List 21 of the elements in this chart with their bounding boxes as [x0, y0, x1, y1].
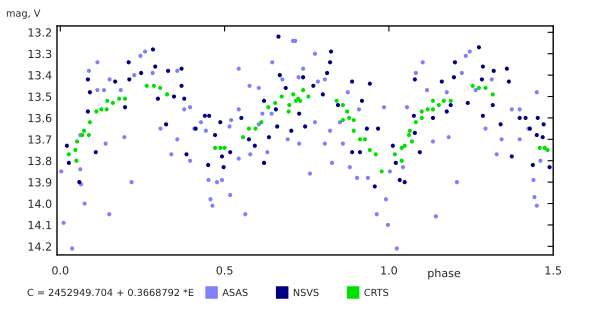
- x-tick-label: 1.0: [381, 266, 397, 275]
- y-axis-title: mag, V: [6, 10, 40, 19]
- y-tick-label: 13.8: [28, 156, 52, 166]
- y-tick-label: 13.5: [28, 92, 52, 101]
- y-tick-label: 13.9: [28, 178, 52, 187]
- legend-label: NSVS: [294, 288, 319, 296]
- legend-label: CRTS: [364, 288, 388, 296]
- y-tick-label: 13.7: [28, 135, 52, 144]
- x-tick-label: 1.5: [546, 266, 562, 275]
- legend-label: ASAS: [222, 288, 248, 296]
- y-tick-label: 14.2: [28, 242, 52, 251]
- x-tick-label: 0.0: [52, 266, 68, 275]
- x-tick-label: 0.5: [216, 266, 232, 275]
- y-tick-label: 13.4: [28, 71, 52, 80]
- y-tick-label: 14.0: [28, 200, 52, 208]
- text: C = 2452949.704 + 0.3668792 *E: [28, 288, 194, 296]
- y-tick-label: 13.6: [28, 114, 52, 122]
- y-tick-label: 13.3: [28, 50, 52, 58]
- x-axis-title: phase: [428, 268, 460, 280]
- y-tick-label: 14.1: [28, 221, 52, 230]
- y-tick-label: 13.2: [28, 28, 52, 37]
